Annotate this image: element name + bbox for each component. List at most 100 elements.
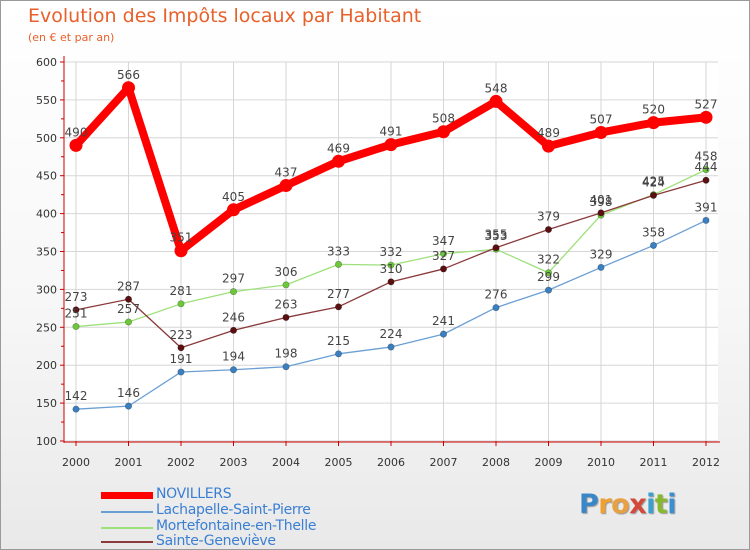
data-point (125, 402, 133, 410)
x-tick-label: 2001 (115, 456, 143, 469)
data-point (702, 176, 710, 184)
data-point (177, 368, 185, 376)
data-label: 327 (432, 249, 455, 263)
data-point (282, 281, 290, 289)
x-tick-label: 2003 (220, 456, 248, 469)
data-point (177, 300, 185, 308)
data-label: 273 (65, 290, 88, 304)
legend-swatch-sainte-genevieve (101, 541, 153, 543)
data-label: 351 (170, 231, 193, 245)
data-point (702, 216, 710, 224)
legend-label-mortefontaine-en-thelle: Mortefontaine-en-Thelle (156, 518, 317, 534)
data-label: 277 (327, 287, 350, 301)
data-label: 401 (590, 193, 613, 207)
data-label: 215 (327, 334, 350, 348)
data-point (702, 166, 710, 174)
data-label: 306 (275, 265, 298, 279)
data-point (597, 263, 605, 271)
data-label: 241 (432, 314, 455, 328)
data-point (69, 138, 83, 152)
data-label: 566 (117, 68, 140, 82)
logo-letter: x (629, 489, 647, 520)
data-point (649, 241, 657, 249)
y-tick-label: 300 (36, 283, 57, 296)
data-label: 355 (485, 228, 508, 242)
data-point (227, 203, 240, 217)
y-tick-label: 250 (36, 321, 57, 334)
proxiti-logo: Proxiti (579, 489, 677, 520)
data-label: 287 (117, 279, 140, 293)
y-tick-label: 600 (36, 56, 57, 69)
x-tick-label: 2007 (430, 456, 458, 469)
data-point (542, 139, 555, 153)
x-tick-label: 2010 (587, 456, 615, 469)
data-point (177, 344, 185, 352)
data-label: 142 (65, 389, 88, 403)
data-label: 353 (485, 229, 508, 243)
y-tick-label: 550 (36, 94, 57, 107)
y-tick-label: 200 (36, 359, 57, 372)
data-label: 297 (222, 272, 245, 286)
data-label: 398 (590, 195, 613, 209)
data-point (647, 116, 660, 130)
data-label: 548 (485, 81, 508, 95)
data-point (230, 288, 238, 296)
data-label: 191 (170, 352, 193, 366)
data-label: 490 (65, 125, 88, 139)
data-label: 246 (222, 310, 245, 324)
logo-letter: t (654, 489, 668, 520)
x-tick-label: 2008 (482, 456, 510, 469)
x-tick-label: 2002 (167, 456, 195, 469)
data-label: 405 (222, 190, 245, 204)
data-label: 257 (117, 302, 140, 316)
data-point (334, 260, 342, 268)
x-tick-label: 2004 (272, 456, 300, 469)
legend-swatch-lachapelle-saint-pierre (101, 511, 153, 513)
chart-title: Evolution des Impôts locaux par Habitant (28, 5, 422, 27)
data-label: 224 (380, 327, 403, 341)
data-label: 332 (380, 245, 403, 259)
data-label: 194 (222, 350, 245, 364)
y-tick-label: 100 (36, 435, 57, 448)
data-point (544, 226, 552, 234)
data-label: 263 (275, 297, 298, 311)
data-point (387, 278, 395, 286)
x-tick-label: 2000 (62, 456, 90, 469)
axis-layer: 100 150 200 250 300 350 400 450 500 550 600 2000 200… (36, 56, 720, 469)
data-label: 223 (170, 328, 193, 342)
data-point (122, 81, 135, 95)
data-point (544, 269, 552, 277)
data-label: 437 (275, 166, 298, 180)
data-point (492, 304, 500, 312)
data-point (439, 330, 447, 338)
data-label: 527 (695, 97, 718, 111)
data-label: 276 (485, 288, 508, 302)
x-tick-label: 2006 (377, 456, 405, 469)
data-point (334, 303, 342, 311)
logo-letter: i (646, 489, 655, 520)
data-label: 444 (695, 160, 718, 174)
data-label: 425 (642, 175, 665, 189)
data-point (492, 244, 500, 252)
data-point (230, 366, 238, 374)
legend-swatch-mortefontaine-en-thelle (101, 527, 153, 529)
legend-swatch-novillers (101, 492, 153, 499)
data-point (332, 154, 345, 168)
data-point (282, 313, 290, 321)
data-label: 358 (642, 225, 665, 239)
data-point (649, 191, 657, 199)
y-tick-label: 500 (36, 132, 57, 145)
data-label: 281 (170, 284, 193, 298)
series-layer (69, 81, 713, 413)
data-label: 299 (537, 270, 560, 284)
data-label: 489 (537, 126, 560, 140)
data-point (72, 306, 80, 314)
logo-letter: P (579, 489, 599, 520)
y-tick-label: 350 (36, 246, 57, 259)
data-label: 520 (642, 103, 665, 117)
data-point (125, 318, 133, 326)
data-point (387, 343, 395, 351)
x-tick-label: 2009 (535, 456, 563, 469)
data-label: 310 (380, 262, 403, 276)
